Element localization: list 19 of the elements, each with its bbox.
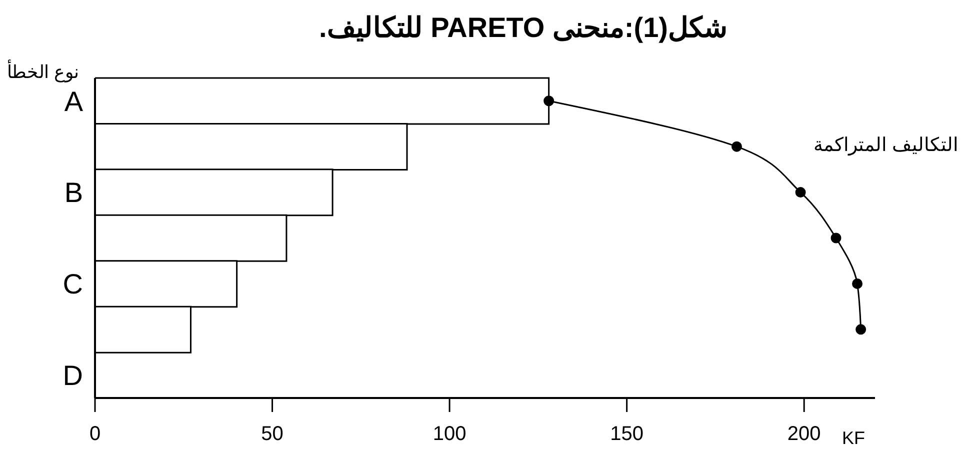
y-tick-label: B (64, 177, 83, 208)
x-axis-title: KF (842, 428, 865, 448)
point (544, 96, 554, 106)
y-tick-label: A (64, 86, 84, 117)
point (856, 324, 866, 335)
x-tick-label: 50 (261, 423, 284, 446)
annotation: التكاليف المتراكمة (814, 134, 958, 157)
point (795, 187, 806, 198)
point (852, 278, 863, 289)
x-tick-label: 200 (787, 423, 821, 446)
x-tick-label: 100 (432, 423, 466, 446)
point (731, 141, 742, 152)
x-tick-label: 0 (89, 423, 101, 446)
y-tick-label: C (62, 268, 83, 300)
point (830, 232, 842, 244)
y-axis-title: نوع الخطأ (6, 59, 80, 83)
x-tick-label: 150 (610, 423, 644, 446)
y-tick-label: D (62, 360, 83, 392)
chart-title: شكل(1):منحنى PARETO للتكاليف. (318, 11, 728, 45)
